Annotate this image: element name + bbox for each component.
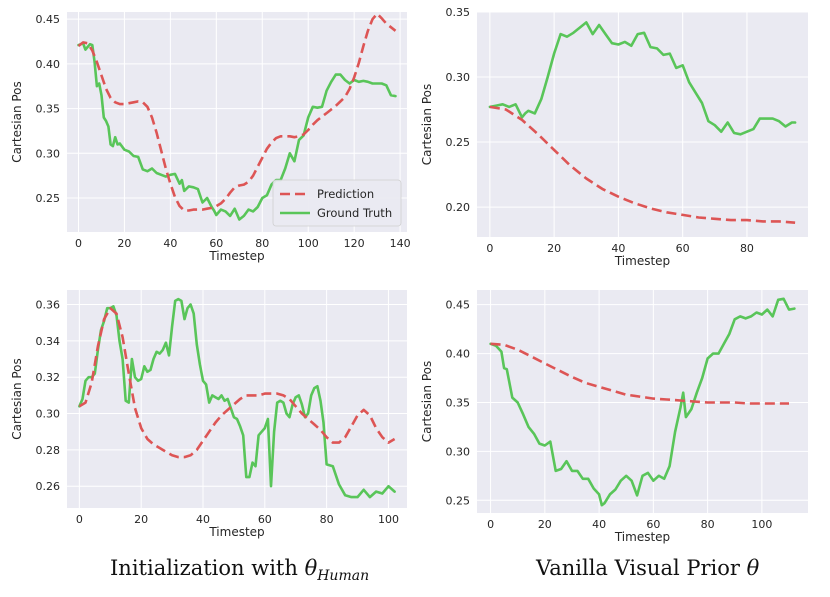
ground-truth-line — [489, 297, 796, 507]
y-tick-label: 0.36 — [36, 299, 61, 312]
plot-area — [477, 12, 808, 237]
caption-right-text: Vanilla Visual Prior — [536, 556, 747, 580]
legend-label: Prediction — [317, 187, 374, 201]
y-tick-label: 0.35 — [446, 6, 471, 19]
y-tick-label: 0.45 — [446, 299, 471, 312]
legend: Prediction Ground Truth — [272, 179, 402, 227]
y-tick-label: 0.34 — [36, 335, 61, 348]
chart-bottom-right: 0 20 40 60 80 100 0.25 0.30 0.35 0.40 0.45 Timestep… — [420, 290, 808, 544]
y-axis-label: Cartesian Pos — [10, 81, 24, 163]
y-tick-label: 0.30 — [446, 445, 471, 458]
x-tick-label: 100 — [378, 513, 399, 526]
ground-truth-line — [488, 21, 797, 136]
x-tick-label: 140 — [390, 237, 411, 250]
x-axis-label: Timestep — [614, 254, 670, 268]
chart-bottom-left: 0 20 40 60 80 100 0.26 0.28 0.30 0.32 0.34 0.36 Time… — [10, 290, 407, 539]
x-axis-label: Timestep — [208, 249, 264, 263]
x-tick-label: 20 — [117, 237, 131, 250]
x-tick-label: 120 — [344, 237, 365, 250]
caption-left-theta: θ — [304, 556, 318, 580]
chart-top-right: 0 20 40 60 80 0.20 0.25 0.30 0.35 Timestep Cartesi… — [420, 6, 808, 268]
x-tick-label: 80 — [740, 242, 754, 255]
caption-left: Initialization with θHuman — [110, 556, 369, 584]
x-axis-label: Timestep — [614, 530, 670, 544]
y-axis-label: Cartesian Pos — [10, 358, 24, 440]
y-tick-label: 0.28 — [36, 444, 61, 457]
y-tick-label: 0.26 — [36, 480, 61, 493]
y-tick-label: 0.25 — [36, 192, 61, 205]
x-tick-label: 0 — [486, 242, 493, 255]
y-tick-label: 0.35 — [36, 103, 61, 116]
prediction-line — [490, 342, 789, 405]
y-tick-label: 0.30 — [36, 408, 61, 421]
x-tick-label: 100 — [751, 518, 772, 531]
caption-left-subscript: Human — [317, 568, 370, 585]
x-tick-label: 80 — [255, 237, 269, 250]
plot-area — [67, 290, 407, 508]
x-tick-label: 0 — [75, 237, 82, 250]
caption-right-theta: θ — [746, 556, 760, 580]
prediction-line — [78, 306, 396, 459]
x-tick-label: 20 — [134, 513, 148, 526]
y-tick-label: 0.30 — [446, 71, 471, 84]
prediction-line — [77, 12, 397, 212]
x-tick-label: 40 — [611, 242, 625, 255]
caption-left-text: Initialization with — [110, 556, 305, 580]
x-tick-label: 0 — [487, 518, 494, 531]
x-tick-label: 20 — [538, 518, 552, 531]
x-tick-label: 40 — [196, 513, 210, 526]
legend-label: Ground Truth — [317, 206, 392, 220]
y-tick-label: 0.25 — [446, 136, 471, 149]
x-tick-label: 60 — [646, 518, 660, 531]
x-tick-label: 40 — [163, 237, 177, 250]
x-tick-label: 40 — [592, 518, 606, 531]
y-tick-label: 0.20 — [446, 201, 471, 214]
x-tick-label: 60 — [676, 242, 690, 255]
x-tick-label: 80 — [320, 513, 334, 526]
caption-right: Vanilla Visual Prior θ — [536, 556, 759, 580]
y-tick-label: 0.40 — [36, 58, 61, 71]
y-tick-label: 0.40 — [446, 348, 471, 361]
y-tick-label: 0.32 — [36, 371, 61, 384]
ground-truth-line — [77, 41, 397, 221]
chart-top-left: 0 20 40 60 80 100 120 140 0.25 0.30 0.35 0.40 0.45 Ti… — [10, 12, 411, 263]
figure-grid: 0 20 40 60 80 100 120 140 0.25 0.30 0.35 0.40 0.45 Ti… — [10, 6, 808, 544]
y-tick-label: 0.30 — [36, 147, 61, 160]
x-tick-label: 0 — [76, 513, 83, 526]
prediction-line — [489, 105, 796, 224]
x-tick-label: 20 — [547, 242, 561, 255]
x-axis-label: Timestep — [208, 525, 264, 539]
x-tick-label: 60 — [209, 237, 223, 250]
y-axis-label: Cartesian Pos — [420, 84, 434, 166]
x-tick-label: 60 — [258, 513, 272, 526]
x-tick-label: 100 — [298, 237, 319, 250]
ground-truth-line — [78, 297, 396, 499]
y-axis-label: Cartesian Pos — [420, 361, 434, 443]
legend-box — [272, 179, 402, 227]
y-tick-label: 0.35 — [446, 396, 471, 409]
y-tick-label: 0.45 — [36, 13, 61, 26]
y-tick-label: 0.25 — [446, 494, 471, 507]
x-tick-label: 80 — [701, 518, 715, 531]
